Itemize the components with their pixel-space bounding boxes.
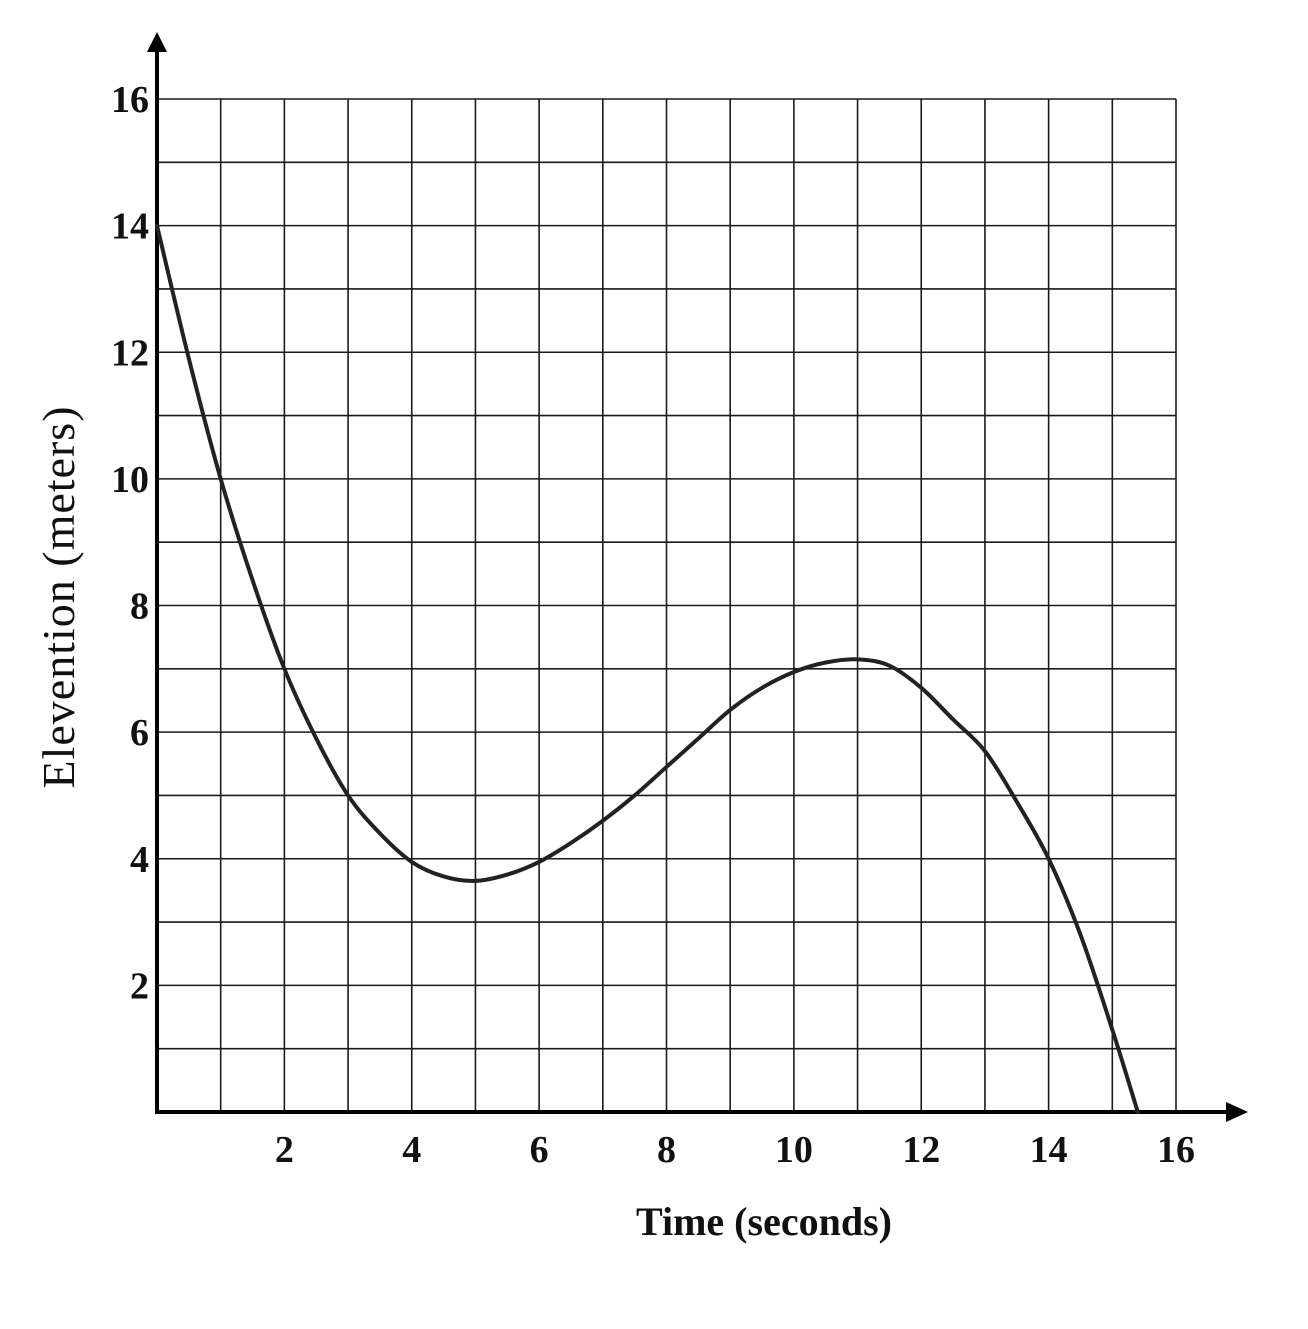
tick-labels: 2 4 6 8 10 12 14 16 2 4 6 8 10 12 14 16 [111, 79, 1195, 1171]
x-tick-label: 2 [275, 1129, 294, 1171]
grid [157, 98, 1177, 1112]
x-tick-label: 12 [902, 1129, 940, 1171]
y-tick-label: 10 [111, 459, 149, 501]
x-tick-label: 14 [1030, 1129, 1068, 1171]
y-tick-label: 12 [111, 332, 149, 374]
x-tick-label: 6 [530, 1129, 549, 1171]
y-tick-label: 4 [130, 839, 149, 881]
x-axis-arrow [1226, 1102, 1248, 1122]
y-axis-arrow [147, 32, 167, 52]
y-tick-label: 14 [111, 206, 149, 248]
x-tick-label: 10 [775, 1129, 813, 1171]
series-line [155, 223, 1140, 1114]
y-tick-label: 6 [130, 712, 149, 754]
x-tick-label: 4 [402, 1129, 421, 1171]
y-tick-label: 8 [130, 586, 149, 628]
y-tick-label: 16 [111, 79, 149, 121]
curve [155, 223, 1140, 1114]
x-axis-label: Time (seconds) [636, 1199, 892, 1244]
axes [147, 32, 1248, 1122]
x-tick-label: 8 [657, 1129, 676, 1171]
y-tick-label: 2 [130, 965, 149, 1007]
x-tick-label: 16 [1157, 1129, 1195, 1171]
y-axis-label: Elevention (meters) [33, 405, 84, 788]
